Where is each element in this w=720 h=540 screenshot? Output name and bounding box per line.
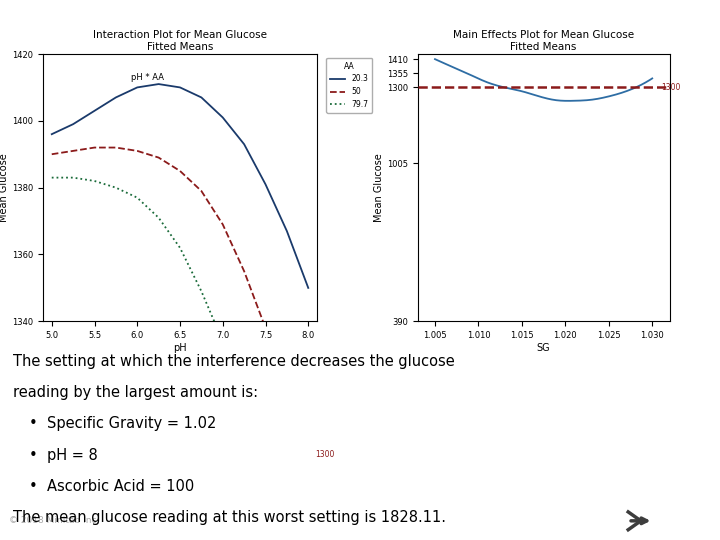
Text: 1300: 1300	[315, 450, 335, 460]
Text: •  Specific Gravity = 1.02: • Specific Gravity = 1.02	[29, 416, 216, 431]
Text: •  pH = 8: • pH = 8	[29, 448, 97, 463]
Text: © 2018 Minitab Inc.: © 2018 Minitab Inc.	[9, 516, 99, 525]
Title: Main Effects Plot for Mean Glucose
Fitted Means: Main Effects Plot for Mean Glucose Fitte…	[453, 30, 634, 52]
Text: The setting at which the interference decreases the glucose: The setting at which the interference de…	[13, 354, 455, 369]
Text: The mean glucose reading at this worst setting is 1828.11.: The mean glucose reading at this worst s…	[13, 510, 446, 525]
Title: Interaction Plot for Mean Glucose
Fitted Means: Interaction Plot for Mean Glucose Fitted…	[93, 30, 267, 52]
Y-axis label: Mean Glucose: Mean Glucose	[374, 153, 384, 222]
Text: 1300: 1300	[661, 83, 680, 92]
Legend: 20.3, 50, 79.7: 20.3, 50, 79.7	[326, 58, 372, 113]
X-axis label: SG: SG	[537, 343, 550, 353]
Text: Minitab: Minitab	[547, 513, 612, 528]
Text: pH * AA: pH * AA	[130, 73, 163, 82]
Text: ®: ®	[658, 509, 665, 515]
Text: •  Ascorbic Acid = 100: • Ascorbic Acid = 100	[29, 479, 194, 494]
Y-axis label: Mean Glucose: Mean Glucose	[0, 153, 9, 222]
X-axis label: pH: pH	[174, 343, 186, 353]
Text: reading by the largest amount is:: reading by the largest amount is:	[13, 385, 258, 400]
Text: Effects of SG, p.H, and AA on the Mean: Effects of SG, p.H, and AA on the Mean	[9, 11, 416, 31]
